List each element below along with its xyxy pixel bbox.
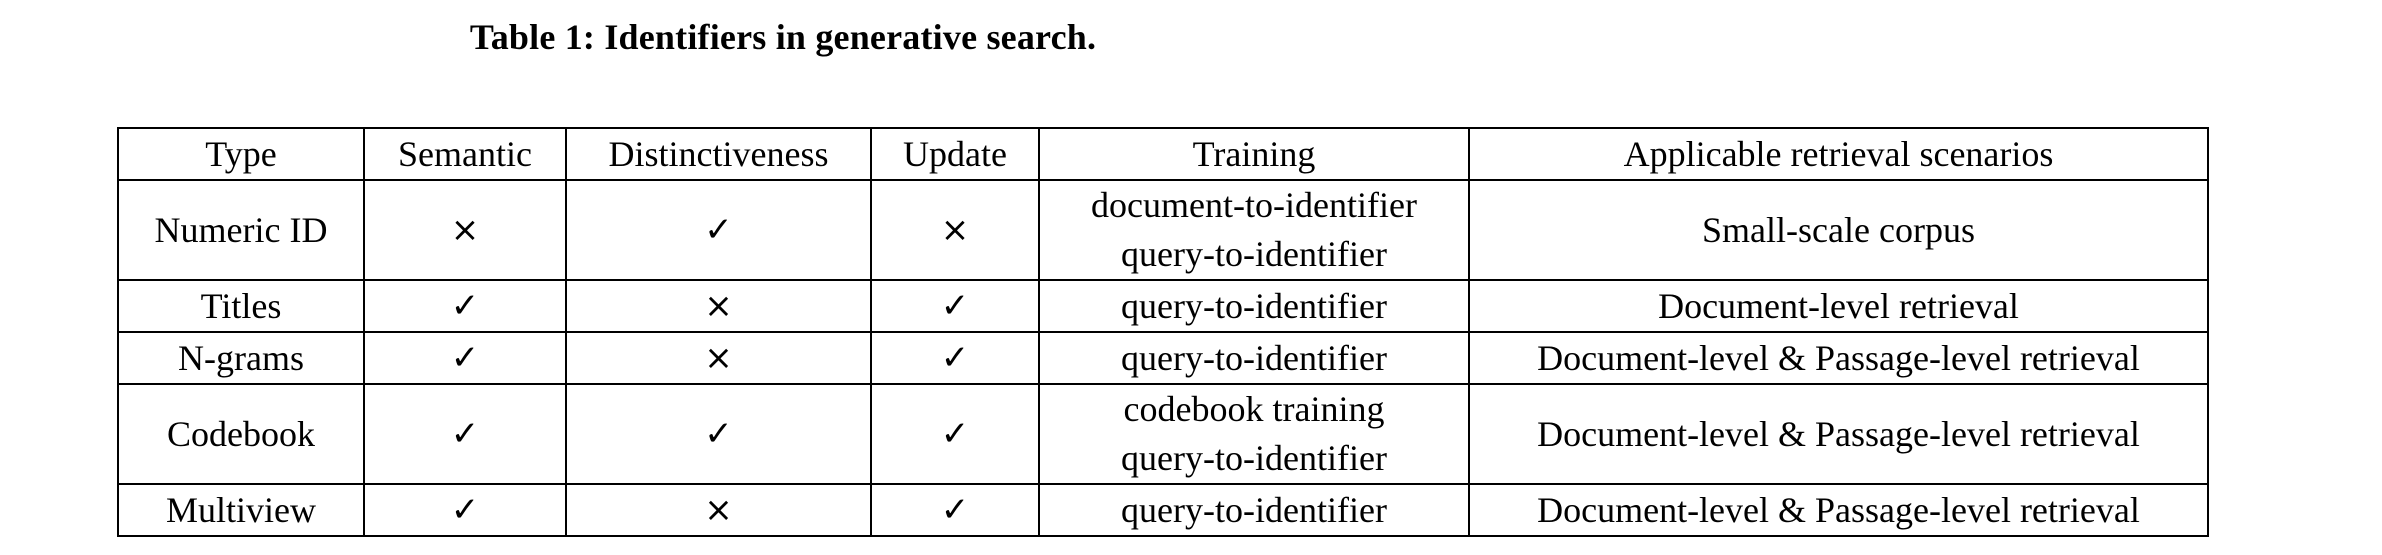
table-row: Numeric ID × ✓ × document-to-identifier … <box>117 179 2209 281</box>
cell-scenarios: Small-scale corpus <box>1468 179 2209 281</box>
table-caption: Table 1: Identifiers in generative searc… <box>469 17 1097 57</box>
cell-training: document-to-identifier query-to-identifi… <box>1038 179 1470 281</box>
cell-scenarios: Document-level retrieval <box>1468 279 2209 333</box>
header-scenarios: Applicable retrieval scenarios <box>1468 127 2209 181</box>
cell-update: ✓ <box>870 331 1040 385</box>
cell-distinctiveness: ✓ <box>565 383 872 485</box>
cell-semantic: ✓ <box>363 279 567 333</box>
cell-training: query-to-identifier <box>1038 483 1470 537</box>
header-update: Update <box>870 127 1040 181</box>
cell-semantic: × <box>363 179 567 281</box>
table-row: Codebook ✓ ✓ ✓ codebook training query-t… <box>117 383 2209 485</box>
cell-update: ✓ <box>870 483 1040 537</box>
cell-semantic: ✓ <box>363 331 567 385</box>
training-line: query-to-identifier <box>1121 438 1387 478</box>
header-type: Type <box>117 127 365 181</box>
cell-distinctiveness: × <box>565 483 872 537</box>
cell-distinctiveness: ✓ <box>565 179 872 281</box>
cell-update: ✓ <box>870 279 1040 333</box>
cell-training: query-to-identifier <box>1038 331 1470 385</box>
cell-training: codebook training query-to-identifier <box>1038 383 1470 485</box>
header-semantic: Semantic <box>363 127 567 181</box>
cell-distinctiveness: × <box>565 331 872 385</box>
training-line: document-to-identifier <box>1091 185 1417 225</box>
cell-type: N-grams <box>117 331 365 385</box>
table-row: Titles ✓ × ✓ query-to-identifier Documen… <box>117 279 2209 333</box>
cell-semantic: ✓ <box>363 483 567 537</box>
cell-training: query-to-identifier <box>1038 279 1470 333</box>
table-row: Multiview ✓ × ✓ query-to-identifier Docu… <box>117 483 2209 537</box>
identifiers-table: Type Semantic Distinctiveness Update Tra… <box>117 127 2209 537</box>
header-distinctiveness: Distinctiveness <box>565 127 872 181</box>
header-training: Training <box>1038 127 1470 181</box>
header-row: Type Semantic Distinctiveness Update Tra… <box>117 127 2209 181</box>
cell-scenarios: Document-level & Passage-level retrieval <box>1468 331 2209 385</box>
cell-type: Codebook <box>117 383 365 485</box>
table-row: N-grams ✓ × ✓ query-to-identifier Docume… <box>117 331 2209 385</box>
cell-type: Titles <box>117 279 365 333</box>
cell-scenarios: Document-level & Passage-level retrieval <box>1468 383 2209 485</box>
training-line: codebook training <box>1123 389 1385 429</box>
cell-update: × <box>870 179 1040 281</box>
cell-type: Numeric ID <box>117 179 365 281</box>
training-line: query-to-identifier <box>1121 234 1387 274</box>
cell-distinctiveness: × <box>565 279 872 333</box>
cell-scenarios: Document-level & Passage-level retrieval <box>1468 483 2209 537</box>
cell-semantic: ✓ <box>363 383 567 485</box>
cell-type: Multiview <box>117 483 365 537</box>
cell-update: ✓ <box>870 383 1040 485</box>
